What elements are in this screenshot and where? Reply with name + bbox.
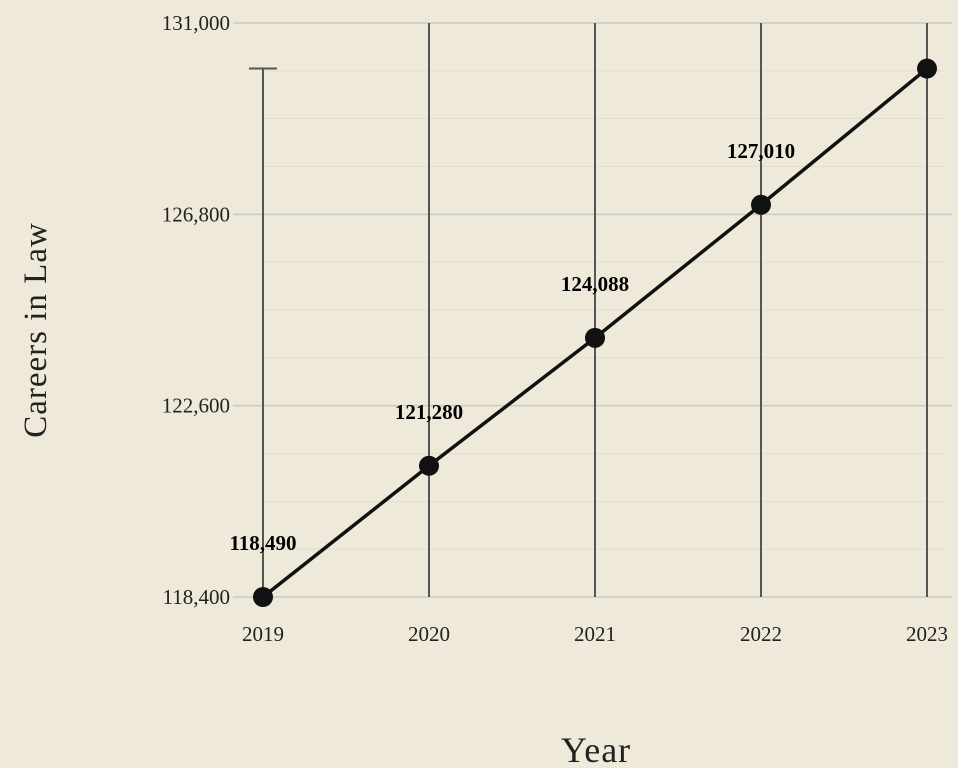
data-label: 121,280 (395, 400, 463, 424)
vertical-grid (249, 23, 928, 597)
x-tick-label: 2020 (408, 622, 450, 646)
y-axis-title: Careers in Law (18, 222, 54, 438)
x-tick-label: 2022 (740, 622, 782, 646)
data-label: 127,010 (727, 139, 795, 163)
series (253, 58, 937, 607)
data-point (917, 58, 937, 79)
y-tick-label: 126,800 (162, 202, 230, 226)
y-tick-label: 122,600 (162, 394, 230, 418)
data-label: 124,088 (561, 272, 629, 296)
data-point (419, 455, 439, 476)
grid (233, 22, 952, 598)
y-axis-ticks: 118,400 122,600 126,800 131,000 (162, 11, 230, 609)
data-point (585, 327, 605, 348)
data-point (751, 194, 771, 215)
y-tick-label: 118,400 (163, 585, 230, 609)
x-axis-title: Year (561, 730, 631, 768)
x-tick-label: 2021 (574, 622, 616, 646)
y-tick-label: 131,000 (162, 11, 230, 35)
data-labels: 118,490 121,280 124,088 127,010 (229, 139, 795, 555)
data-label: 118,490 (229, 531, 296, 555)
x-tick-label: 2019 (242, 622, 284, 646)
data-point (253, 587, 273, 607)
x-tick-label: 2023 (906, 622, 948, 646)
x-axis-ticks: 2019 2020 2021 2022 2023 (242, 622, 948, 646)
